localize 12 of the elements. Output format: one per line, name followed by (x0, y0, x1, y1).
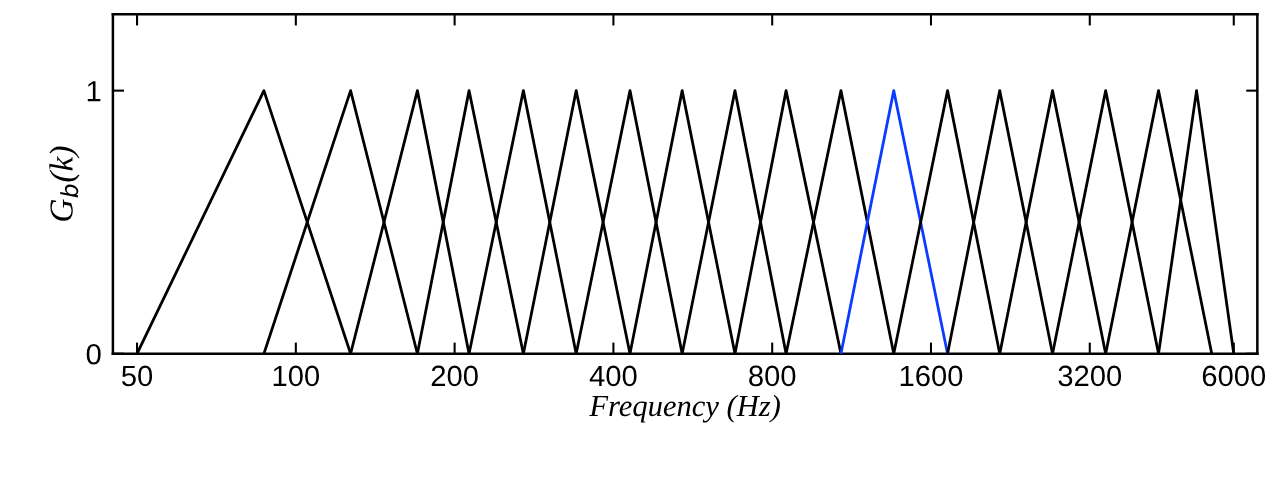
x-tick-label: 1600 (900, 365, 963, 387)
x-tick-label: 200 (431, 365, 478, 387)
x-tick-label: 3200 (1058, 365, 1122, 387)
y-tick-label: 0 (86, 343, 101, 365)
x-tick-label: 50 (121, 365, 153, 387)
y-axis-title: G$_{b}$(k) (49, 146, 80, 221)
x-tick-label: 400 (589, 365, 637, 387)
y-tick-label: 1 (87, 81, 101, 102)
x-tick-label: 6000 (1202, 365, 1266, 387)
x-tick-label: 100 (273, 365, 320, 387)
x-axis-title: Frequency (Hz) (589, 394, 780, 423)
x-tick-label: 800 (749, 365, 796, 387)
